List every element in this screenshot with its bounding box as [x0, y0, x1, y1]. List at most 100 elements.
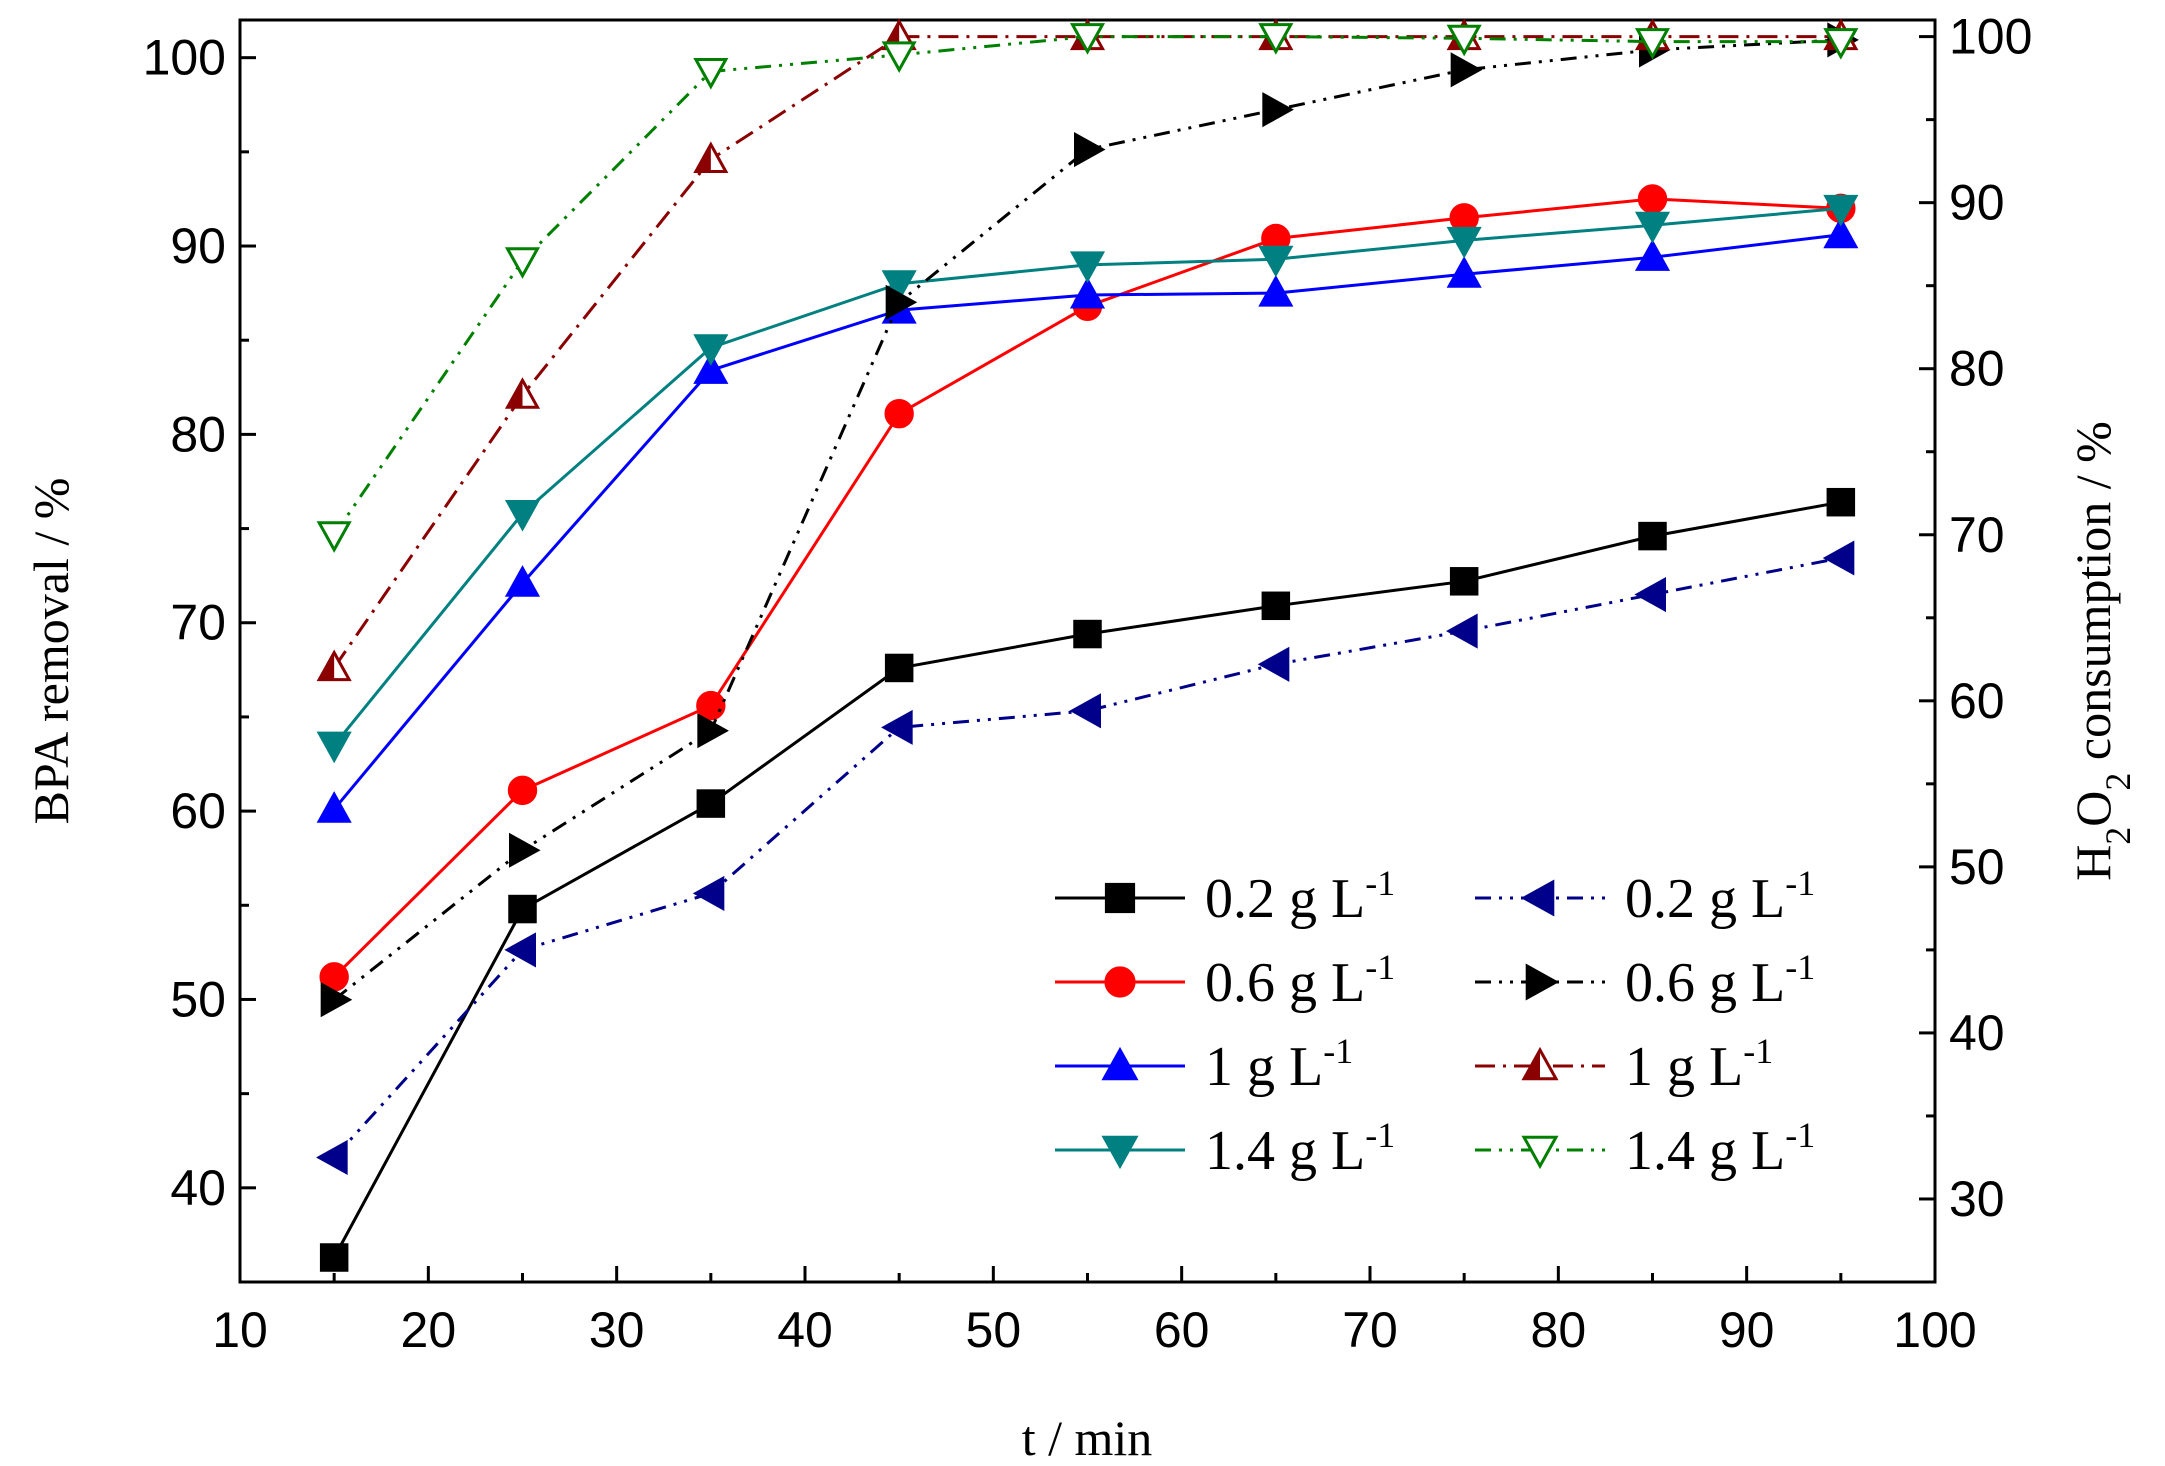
data-point: [319, 1243, 349, 1272]
x-tick-label: 50: [966, 1302, 1022, 1358]
data-point: [1073, 619, 1102, 649]
series-line: [333, 556, 1842, 1159]
legend-marker: [1521, 1046, 1559, 1081]
data-point: [1069, 693, 1101, 729]
data-point: [1258, 23, 1294, 55]
series-3: [316, 194, 1859, 764]
y-tick-label: 90: [170, 218, 226, 274]
data-point: [881, 709, 913, 745]
data-point: [884, 398, 914, 429]
legend-label: 1.4 g L-1: [1625, 1115, 1815, 1182]
data-point: [1446, 24, 1482, 57]
data-point: [316, 731, 352, 764]
data-point-outline: [693, 141, 729, 173]
data-point: [1822, 540, 1855, 576]
legend-label: 1 g L-1: [1625, 1031, 1773, 1098]
x-tick-label: 100: [1893, 1302, 1976, 1358]
data-point: [1069, 23, 1106, 55]
y2-tick-label: 60: [1949, 673, 2005, 729]
x-axis-title: t / min: [1022, 1410, 1153, 1466]
data-point: [504, 499, 541, 532]
data-point: [1069, 251, 1106, 283]
data-point: [507, 775, 538, 806]
data-point: [504, 377, 541, 409]
data-point: [1450, 52, 1483, 88]
legend-label: 0.2 g L-1: [1205, 863, 1395, 930]
x-tick-label: 30: [589, 1302, 645, 1358]
y2-tick-label: 50: [1949, 839, 2005, 895]
data-point: [1257, 646, 1290, 682]
data-point: [696, 690, 726, 721]
data-point: [1823, 194, 1859, 227]
y-tick-label: 50: [170, 971, 226, 1027]
data-point: [693, 334, 729, 366]
legend-marker-outline: [1521, 1046, 1559, 1081]
legend-entry: 1 g L-1: [1475, 1031, 1773, 1098]
data-point: [316, 1139, 348, 1176]
data-point: [1446, 226, 1482, 259]
x-tick-label: 20: [401, 1302, 457, 1358]
data-point: [884, 653, 914, 683]
series-4: [316, 540, 1855, 1176]
series-layer: [316, 18, 1859, 1272]
legend-marker: [1521, 1135, 1559, 1170]
data-point: [1074, 131, 1106, 168]
data-point: [697, 713, 729, 749]
legend-marker: [1101, 1046, 1139, 1081]
y2-tick-label: 70: [1949, 507, 2005, 563]
data-point-outline: [316, 649, 352, 682]
data-point: [509, 832, 541, 868]
legend-marker: [1104, 966, 1136, 998]
data-point: [692, 875, 725, 911]
data-point: [316, 649, 352, 682]
legend: 0.2 g L-1 0.6 g L-1 1 g L-1 1.4 g L-1 0.2 g …: [1055, 863, 1815, 1182]
legend-label: 0.2 g L-1: [1625, 863, 1815, 930]
legend-marker: [1101, 1135, 1139, 1170]
data-point: [320, 982, 353, 1018]
data-point: [881, 41, 917, 73]
data-point: [881, 270, 917, 302]
data-point: [316, 521, 352, 553]
y2-tick-label: 40: [1949, 1005, 2005, 1061]
y2-tick-label: 100: [1949, 9, 2032, 65]
x-tick-label: 60: [1154, 1302, 1210, 1358]
y-tick-label: 100: [143, 30, 226, 86]
x-tick-label: 70: [1342, 1302, 1398, 1358]
data-point: [504, 932, 536, 968]
data-point: [508, 894, 537, 924]
series-line: [332, 35, 1841, 669]
data-point: [1638, 521, 1667, 551]
data-point: [504, 247, 541, 279]
data-point: [696, 789, 726, 818]
data-point: [1823, 216, 1859, 249]
series-2: [316, 216, 1859, 823]
legend-marker: [1525, 963, 1560, 1001]
data-point: [1446, 613, 1478, 649]
legend-entry: 0.6 g L-1: [1475, 947, 1815, 1014]
y2-tick-label: 90: [1949, 175, 2005, 231]
legend-label: 0.6 g L-1: [1625, 947, 1815, 1014]
legend-entry: 0.2 g L-1: [1475, 863, 1815, 930]
data-point: [1634, 239, 1671, 271]
data-point: [1258, 245, 1294, 278]
data-point: [1069, 276, 1106, 309]
ticks-layer: 10 20 30 40 50 60 70 80 90 100 40 50 60 70 80 90 100 30 40…: [143, 9, 2033, 1358]
data-point: [1449, 567, 1479, 596]
data-point: [1634, 211, 1671, 244]
legend-marker: [1104, 882, 1136, 914]
data-point: [693, 57, 729, 90]
data-point: [316, 791, 352, 823]
data-point: [504, 565, 541, 597]
data-point-outline: [504, 377, 541, 409]
x-tick-label: 80: [1531, 1302, 1587, 1358]
legend-entry: 0.6 g L-1: [1055, 947, 1395, 1014]
y-tick-label: 70: [170, 595, 226, 651]
y2-tick-label: 30: [1949, 1171, 2005, 1227]
data-point: [885, 284, 918, 320]
data-point: [693, 352, 729, 384]
x-tick-label: 10: [212, 1302, 268, 1358]
data-point: [1634, 28, 1671, 60]
data-point: [693, 141, 729, 173]
legend-entry: 0.2 g L-1: [1055, 863, 1395, 930]
